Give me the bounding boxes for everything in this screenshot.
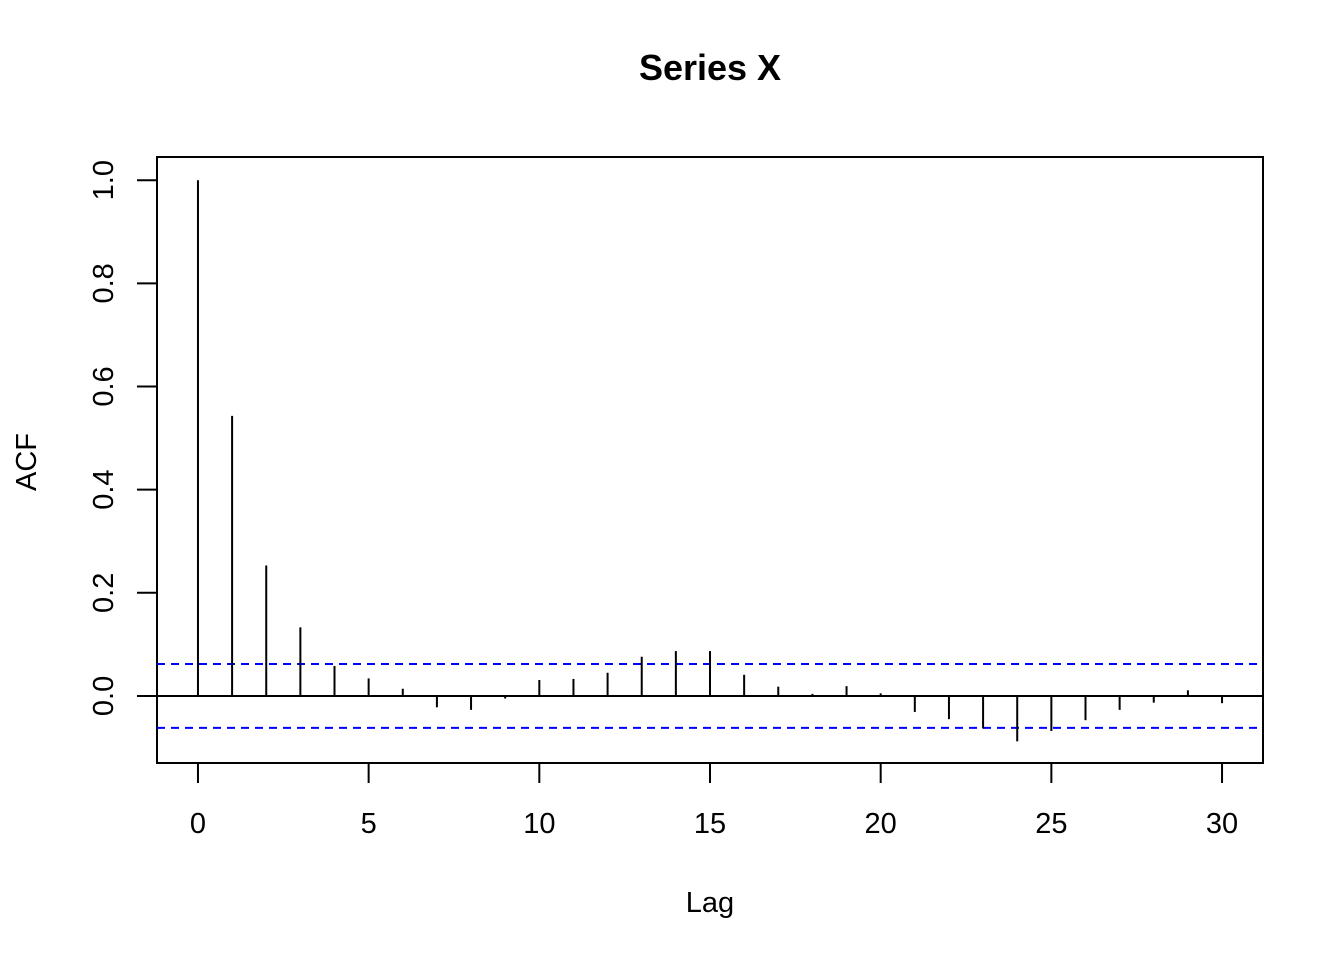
- x-tick-label: 30: [1206, 808, 1238, 840]
- x-axis: 0 5 10 15 20 25 30: [190, 762, 1238, 840]
- y-axis-label: ACF: [11, 433, 43, 491]
- y-tick-label: 0.4: [88, 469, 120, 509]
- x-tick-label: 5: [361, 808, 377, 840]
- y-tick-label: 0.0: [88, 676, 120, 716]
- x-tick-label: 0: [190, 808, 206, 840]
- x-tick-label: 15: [694, 808, 726, 840]
- y-tick-label: 0.2: [88, 573, 120, 613]
- chart-title: Series X: [639, 47, 781, 88]
- y-tick-label: 0.8: [88, 263, 120, 303]
- y-tick-label: 1.0: [88, 160, 120, 200]
- x-axis-label: Lag: [686, 887, 734, 919]
- y-axis: 0.0 0.2 0.4 0.6 0.8 1.0: [88, 160, 158, 716]
- x-tick-label: 20: [865, 808, 897, 840]
- acf-spikes: [196, 180, 1224, 742]
- x-tick-label: 10: [523, 808, 555, 840]
- x-tick-label: 25: [1035, 808, 1067, 840]
- y-tick-label: 0.6: [88, 366, 120, 406]
